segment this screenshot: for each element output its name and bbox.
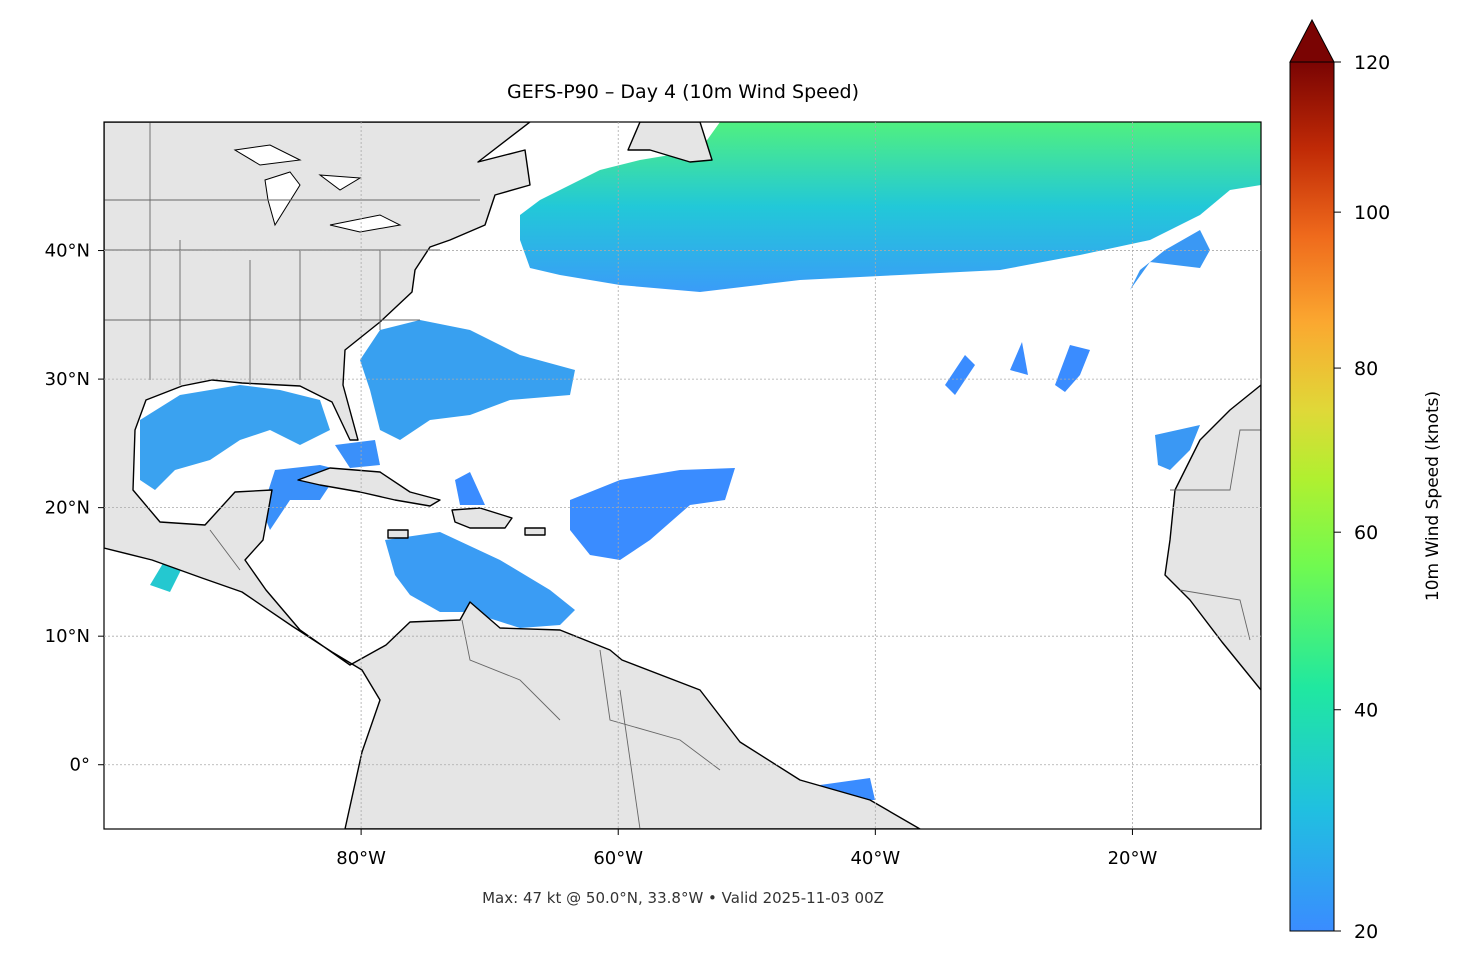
- map-frame: [103, 121, 1262, 830]
- lat-tick-label: 30°N: [45, 369, 90, 390]
- lat-tick-label: 20°N: [45, 498, 90, 519]
- map: [104, 122, 1261, 829]
- colorbar-ticks: 20 40 60 80 100 120: [1334, 52, 1390, 943]
- footer: Max: 47 kt @ 50.0°N, 33.8°W • Valid 2025…: [482, 889, 884, 907]
- lon-tick-label: 20°W: [1108, 848, 1158, 869]
- lon-tick-label: 80°W: [336, 848, 386, 869]
- wind-field: [140, 122, 1261, 800]
- graticule: 80°W 60°W 40°W 20°W 0° 10°N 20°N 30°N 40°N: [45, 122, 1261, 869]
- colorbar-tick-label: 60: [1354, 522, 1378, 544]
- lon-tick-label: 60°W: [593, 848, 643, 869]
- cuba: [297, 467, 441, 507]
- colorbar-tick-label: 120: [1354, 52, 1390, 74]
- lat-tick-label: 0°: [70, 755, 90, 776]
- colorbar-extend: [1289, 18, 1335, 63]
- lat-tick-label: 40°N: [45, 241, 90, 262]
- africa: [1164, 384, 1261, 829]
- lon-tick-label: 40°W: [850, 848, 900, 869]
- americas: [104, 122, 921, 829]
- colorbar-tick-label: 40: [1354, 700, 1378, 722]
- colorbar-tick-label: 20: [1354, 921, 1378, 943]
- borders: [104, 122, 1261, 829]
- colorbar: [1289, 61, 1335, 932]
- lat-tick-label: 10°N: [45, 626, 90, 647]
- colorbar-label: 10m Wind Speed (knots): [1423, 391, 1443, 601]
- title: GEFS-P90 – Day 4 (10m Wind Speed): [507, 81, 859, 103]
- puerto-rico: [524, 527, 546, 536]
- newfoundland: [627, 122, 713, 163]
- colorbar-tick-label: 100: [1354, 202, 1390, 224]
- colorbar-tick-label: 80: [1354, 358, 1378, 380]
- jamaica: [387, 529, 409, 539]
- great-lakes: [233, 144, 402, 233]
